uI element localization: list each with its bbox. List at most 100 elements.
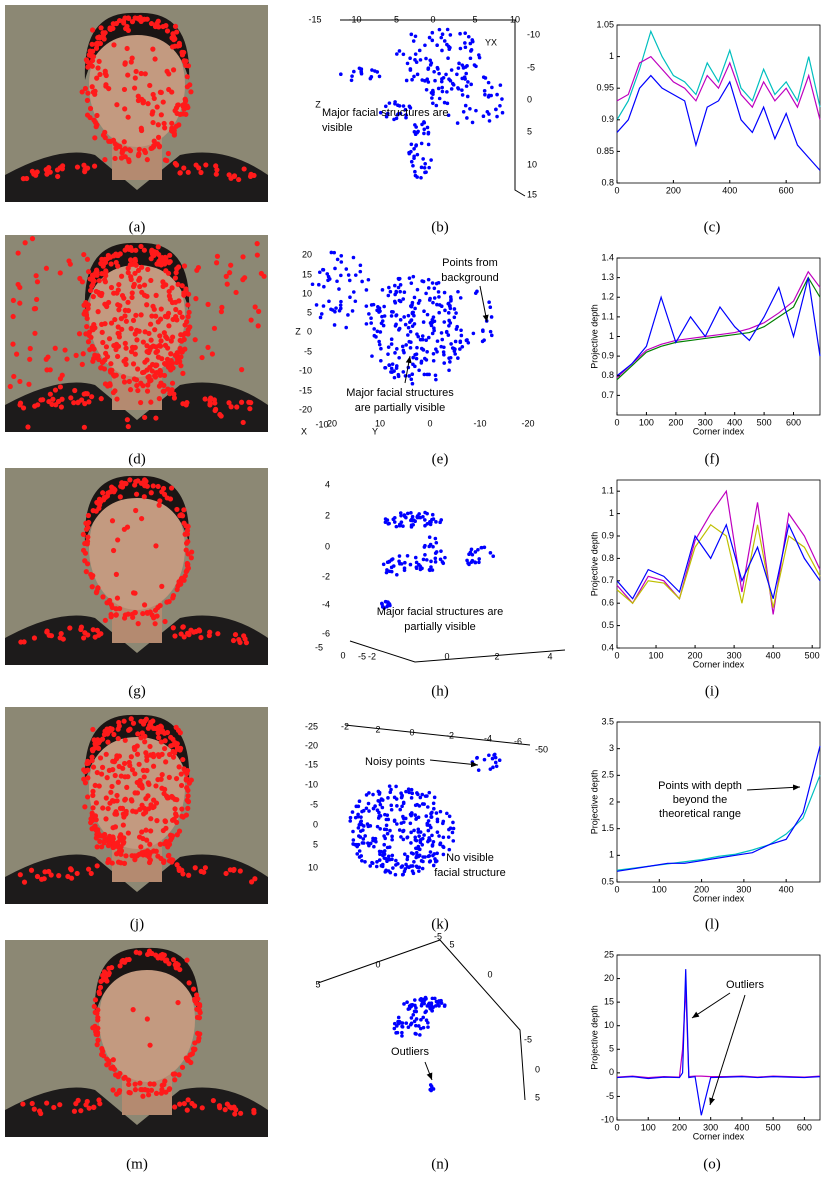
point xyxy=(456,66,461,70)
feature-point xyxy=(114,102,120,108)
feature-point xyxy=(91,1003,97,1010)
point xyxy=(332,250,337,255)
feature-point xyxy=(126,246,132,252)
tick-label: 0 xyxy=(427,418,432,428)
point xyxy=(415,152,420,157)
feature-point xyxy=(184,770,190,777)
point xyxy=(446,113,451,118)
feature-point xyxy=(227,867,233,873)
point xyxy=(422,309,426,314)
point xyxy=(424,87,429,92)
tick-label: -5 xyxy=(310,799,318,809)
y-tick-label: 15 xyxy=(604,997,614,1007)
feature-point xyxy=(186,291,192,297)
feature-point xyxy=(106,1060,112,1067)
feature-point xyxy=(43,265,49,271)
feature-point xyxy=(169,44,176,50)
point xyxy=(420,842,425,847)
feature-point xyxy=(109,860,115,866)
feature-point xyxy=(148,277,154,284)
feature-point xyxy=(110,834,116,840)
feature-point xyxy=(117,963,123,969)
point xyxy=(333,266,337,271)
feature-point xyxy=(94,769,100,776)
point xyxy=(319,312,324,316)
point xyxy=(417,48,422,53)
tick-label: 5 xyxy=(315,979,320,989)
feature-point xyxy=(130,614,136,620)
feature-point xyxy=(78,624,85,630)
feature-point xyxy=(119,959,125,965)
point xyxy=(400,1034,404,1038)
point xyxy=(418,1033,422,1037)
annotation: Outliers xyxy=(726,979,764,991)
point xyxy=(426,277,431,282)
feature-point xyxy=(85,512,92,519)
point xyxy=(363,834,367,838)
feature-point xyxy=(88,571,94,578)
feature-point xyxy=(148,399,154,405)
point xyxy=(482,757,487,762)
feature-point xyxy=(95,827,101,833)
feature-point xyxy=(152,373,158,379)
panel-label: (j) xyxy=(130,916,144,932)
point xyxy=(403,322,408,327)
feature-point xyxy=(96,783,102,789)
point xyxy=(390,362,395,366)
point xyxy=(468,41,473,46)
feature-point xyxy=(161,372,168,379)
point xyxy=(355,852,360,856)
point xyxy=(439,549,443,553)
point xyxy=(413,123,417,127)
point xyxy=(393,283,397,288)
tick-label: 0 xyxy=(307,326,312,336)
feature-point xyxy=(99,1051,105,1058)
feature-point xyxy=(85,269,92,275)
feature-point xyxy=(94,112,100,119)
feature-point xyxy=(91,163,98,169)
feature-point xyxy=(176,828,183,834)
feature-point xyxy=(132,590,138,596)
point xyxy=(321,268,326,272)
feature-point xyxy=(162,1078,168,1084)
point xyxy=(351,829,355,834)
feature-point xyxy=(45,166,51,172)
feature-point xyxy=(90,788,96,794)
feature-point xyxy=(81,311,87,317)
point xyxy=(466,34,471,39)
feature-point xyxy=(140,610,146,617)
feature-point xyxy=(126,147,133,153)
point xyxy=(420,1002,424,1006)
feature-point xyxy=(130,317,137,323)
point xyxy=(428,1006,433,1011)
point xyxy=(437,310,441,315)
feature-point xyxy=(118,273,125,279)
feature-point xyxy=(163,825,169,831)
y-axis-label: Projective depth xyxy=(589,304,599,369)
feature-point xyxy=(156,144,162,150)
feature-point xyxy=(155,122,161,128)
feature-point xyxy=(155,776,161,783)
feature-point xyxy=(147,743,153,750)
feature-point xyxy=(188,89,194,95)
point xyxy=(383,104,388,109)
feature-point xyxy=(134,15,141,21)
point xyxy=(379,346,383,351)
feature-point xyxy=(89,826,95,832)
point xyxy=(468,56,473,61)
feature-point xyxy=(241,633,247,639)
feature-point xyxy=(117,834,123,840)
point xyxy=(441,350,446,354)
point xyxy=(421,157,425,161)
point xyxy=(386,854,391,859)
feature-point xyxy=(97,838,103,845)
feature-point xyxy=(15,250,21,256)
arrow xyxy=(404,355,412,384)
point xyxy=(470,120,475,125)
point xyxy=(402,566,407,570)
feature-point xyxy=(165,270,172,276)
point xyxy=(403,560,407,565)
feature-point xyxy=(106,857,112,863)
feature-point xyxy=(126,759,132,766)
feature-point xyxy=(233,289,239,296)
